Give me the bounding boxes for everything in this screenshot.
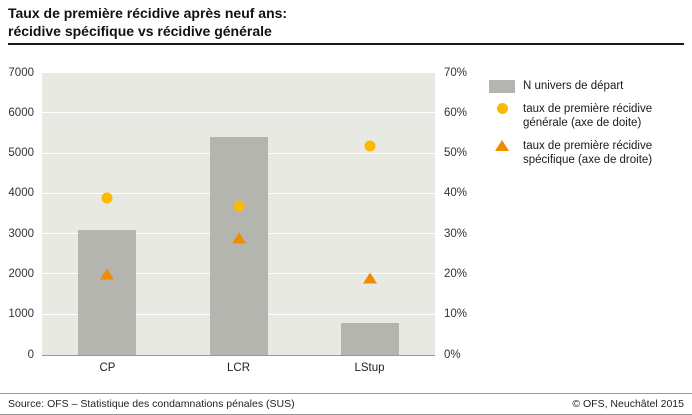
triangle-marker [231, 232, 246, 244]
legend: N univers de départ taux de première réc… [489, 79, 689, 176]
left-axis-tick: 3000 [8, 227, 34, 240]
left-axis-tick: 2000 [8, 267, 34, 280]
footer: Source: OFS – Statistique des condamnati… [0, 393, 692, 415]
left-axis-tick: 5000 [8, 146, 34, 159]
legend-label: N univers de départ [523, 80, 624, 92]
circle-marker-icon [489, 103, 515, 114]
legend-item-specific-rate: taux de première récidive spécifique (ax… [489, 139, 689, 167]
left-axis-tick: 6000 [8, 106, 34, 119]
x-axis-label: LCR [226, 362, 251, 374]
source-text: Source: OFS – Statistique des condamnati… [8, 398, 295, 410]
right-axis-ticks: 0% 10% 20% 30% 40% 50% 60% 70% [439, 67, 483, 360]
bar [78, 230, 137, 355]
bar [209, 137, 268, 355]
right-axis-tick: 70% [444, 66, 468, 79]
page-title: Taux de première récidive après neuf ans… [8, 4, 287, 40]
right-axis-tick: 10% [444, 307, 468, 320]
left-axis-tick: 0 [27, 348, 34, 361]
bar-swatch-icon [489, 80, 515, 93]
left-axis-tick: 4000 [8, 187, 34, 200]
legend-label: taux de première récidive spécifique (ax… [523, 140, 653, 166]
legend-item-bars: N univers de départ [489, 79, 689, 93]
triangle-marker-icon [489, 140, 515, 151]
right-axis-tick: 20% [444, 267, 468, 280]
right-axis-tick: 60% [444, 106, 468, 119]
x-axis-labels: CP LCR LStup [42, 362, 435, 378]
left-axis-tick: 1000 [8, 307, 34, 320]
circle-marker [101, 192, 113, 204]
circle-marker [233, 200, 244, 212]
legend-item-general-rate: taux de première récidive générale (axe … [489, 102, 689, 130]
legend-label: taux de première récidive générale (axe … [523, 103, 653, 129]
right-axis-tick: 50% [444, 146, 468, 159]
gridline [42, 112, 435, 114]
right-axis-tick: 40% [444, 187, 468, 200]
x-axis-label: LStup [354, 362, 385, 374]
circle-marker [364, 140, 375, 152]
x-axis-label: CP [99, 362, 116, 374]
title-line-2: récidive spécifique vs récidive générale [8, 23, 272, 39]
title-separator [8, 43, 684, 45]
bar [340, 322, 399, 355]
triangle-marker [362, 272, 377, 284]
title-line-1: Taux de première récidive après neuf ans… [8, 5, 288, 21]
right-axis-tick: 30% [444, 227, 468, 240]
left-axis-tick: 7000 [8, 66, 34, 79]
plot-area [42, 73, 435, 356]
triangle-marker [100, 268, 115, 280]
right-axis-tick: 0% [444, 348, 461, 361]
left-axis-ticks: 0 1000 2000 3000 4000 5000 6000 7000 [0, 67, 38, 360]
copyright-text: © OFS, Neuchâtel 2015 [572, 398, 684, 410]
